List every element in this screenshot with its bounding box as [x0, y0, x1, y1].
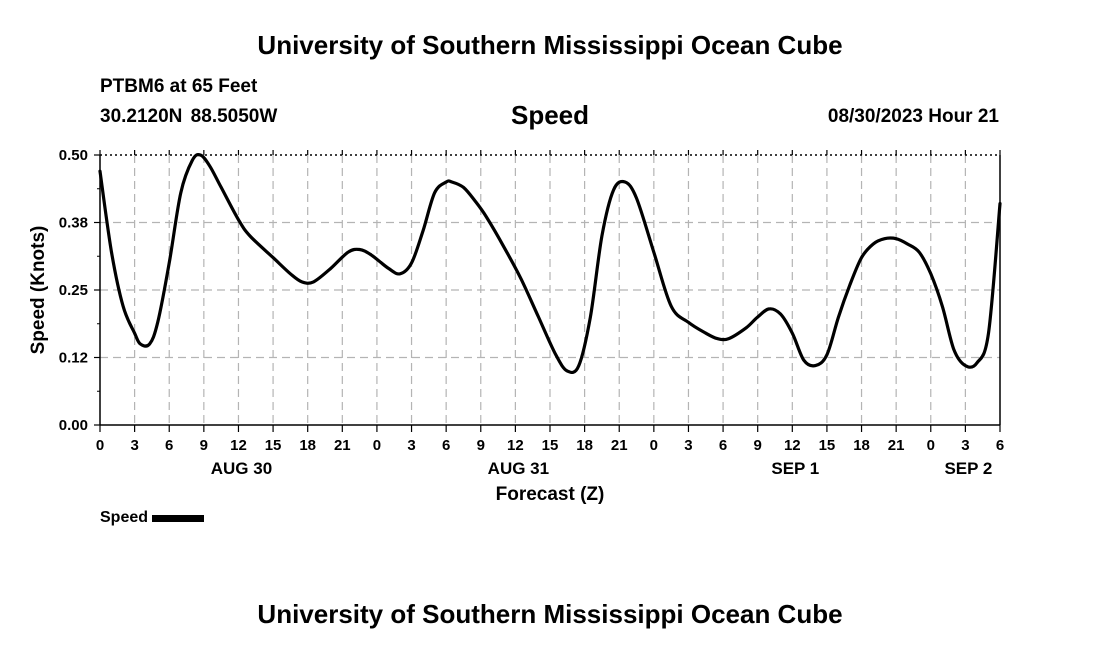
day-label: AUG 31	[488, 459, 549, 478]
y-tick-label: 0.25	[59, 282, 88, 299]
station-label: PTBM6 at 65 Feet	[100, 76, 258, 97]
series-layer	[98, 152, 1002, 375]
y-tick-label: 0.50	[59, 147, 88, 164]
x-tick-label: 6	[442, 437, 450, 454]
y-axis-title: Speed (Knots)	[28, 226, 49, 355]
x-tick-label: 18	[853, 437, 870, 454]
x-tick-label: 0	[96, 437, 104, 454]
axis-labels: 0 3 6 9 12 15 18 21 0 3 6 9 12 15 18 21 0 3 6 9 12 15 18 21 0 3 6 0…	[28, 147, 1004, 505]
x-tick-label: 12	[230, 437, 247, 454]
x-tick-label: 0	[927, 437, 935, 454]
legend-label: Speed	[100, 509, 149, 526]
legend-swatch	[152, 514, 205, 522]
footer-title: University of Southern Mississippi Ocean…	[257, 599, 843, 629]
x-tick-label: 6	[996, 437, 1004, 454]
x-tick-label: 9	[200, 437, 208, 454]
x-tick-label: 3	[130, 437, 138, 454]
x-tick-label: 3	[684, 437, 692, 454]
x-tick-label: 15	[542, 437, 559, 454]
axes	[94, 150, 1001, 432]
x-tick-label: 21	[888, 437, 905, 454]
x-tick-label: 21	[334, 437, 351, 454]
x-tick-label: 15	[819, 437, 836, 454]
x-tick-label: 0	[650, 437, 658, 454]
grid-lines	[100, 155, 1000, 425]
y-tick-label: 0.00	[59, 417, 88, 434]
y-tick-label: 0.38	[59, 215, 88, 232]
x-tick-label: 12	[784, 437, 801, 454]
legend: Speed	[100, 509, 205, 527]
day-label: AUG 30	[211, 459, 272, 478]
x-tick-label: 18	[576, 437, 593, 454]
page-title: University of Southern Mississippi Ocean…	[257, 30, 843, 60]
x-tick-label: 3	[961, 437, 969, 454]
day-label: SEP 2	[944, 459, 992, 478]
x-tick-label: 9	[754, 437, 762, 454]
station-coordinates: 30.2120N 88.5050W	[100, 106, 278, 127]
forecast-timestamp: 08/30/2023 Hour 21	[827, 106, 999, 127]
day-label: SEP 1	[771, 459, 819, 478]
x-tick-label: 3	[407, 437, 415, 454]
x-tick-label: 9	[477, 437, 485, 454]
x-axis-title: Forecast (Z)	[496, 484, 605, 505]
x-tick-label: 15	[265, 437, 282, 454]
y-tick-label: 0.12	[59, 350, 88, 367]
x-tick-label: 12	[507, 437, 524, 454]
x-tick-label: 0	[373, 437, 381, 454]
x-tick-label: 18	[299, 437, 316, 454]
chart-title: Speed	[510, 100, 590, 130]
x-tick-label: 6	[719, 437, 727, 454]
x-tick-label: 21	[611, 437, 628, 454]
series-line-speed	[98, 152, 1002, 375]
x-tick-label: 6	[165, 437, 173, 454]
